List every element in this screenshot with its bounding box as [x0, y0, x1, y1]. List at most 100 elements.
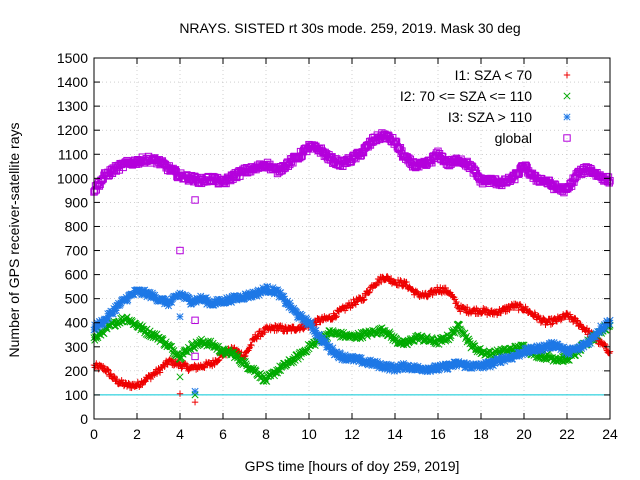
data-point	[214, 357, 221, 365]
data-point	[466, 161, 474, 169]
y-tick-label: 1300	[57, 98, 88, 114]
data-point	[561, 314, 568, 321]
outlier-point	[176, 246, 184, 255]
data-point	[277, 322, 284, 329]
data-point	[573, 317, 581, 324]
data-point	[352, 301, 360, 308]
outlier-point	[176, 390, 184, 397]
x-axis-label: GPS time [hours of doy 259, 2019]	[245, 458, 460, 474]
data-point	[426, 291, 433, 298]
data-point	[300, 326, 307, 333]
y-axis-label: Number of GPS receiver-satellite rays	[6, 123, 22, 358]
data-point	[147, 333, 155, 341]
data-point	[215, 357, 222, 364]
series-2	[90, 283, 614, 395]
data-point	[299, 325, 307, 332]
y-tick-label: 100	[65, 387, 89, 403]
data-point	[553, 318, 561, 325]
data-point	[248, 342, 255, 349]
data-point	[517, 302, 525, 310]
y-tick-label: 200	[65, 363, 89, 379]
data-point	[110, 372, 118, 380]
legend-marker	[563, 113, 571, 121]
outlier-point	[191, 352, 199, 361]
data-point	[312, 326, 320, 334]
x-tick-label: 12	[344, 426, 360, 442]
outlier-point	[191, 398, 199, 406]
data-point	[293, 351, 301, 359]
data-point	[557, 316, 565, 324]
data-point	[392, 137, 400, 145]
y-tick-label: 900	[65, 194, 89, 210]
data-point	[439, 285, 446, 292]
y-tick-label: 400	[65, 315, 89, 331]
data-point	[185, 367, 192, 374]
data-point	[100, 330, 108, 338]
legend-label: I1: SZA < 70	[455, 67, 533, 83]
data-point	[567, 182, 576, 190]
y-tick-label: 300	[65, 339, 89, 355]
legend-marker	[563, 71, 571, 79]
outlier-point	[176, 313, 184, 321]
data-point	[281, 323, 289, 331]
data-point	[278, 323, 286, 330]
data-point	[328, 316, 336, 323]
data-point	[563, 309, 571, 317]
data-point	[500, 305, 507, 312]
data-point	[233, 352, 241, 360]
y-tick-label: 800	[65, 218, 89, 234]
data-point	[414, 288, 421, 295]
data-point	[147, 375, 155, 383]
x-tick-label: 6	[219, 426, 227, 442]
x-tick-label: 24	[602, 426, 618, 442]
x-tick-label: 14	[387, 426, 403, 442]
y-tick-label: 1400	[57, 74, 88, 90]
data-point	[314, 315, 321, 322]
data-point	[605, 179, 613, 187]
axis-ticks: 0100200300400500600700800900100011001200…	[57, 50, 618, 442]
data-point	[463, 304, 471, 311]
data-point	[412, 287, 419, 294]
data-point	[326, 327, 334, 335]
legend-marker	[563, 134, 571, 142]
y-tick-label: 1500	[57, 50, 88, 66]
x-tick-label: 20	[516, 426, 532, 442]
series-3	[90, 129, 614, 361]
x-tick-label: 22	[559, 426, 575, 442]
series-0	[90, 273, 614, 406]
legend-label: I2: 70 <= SZA <= 110	[400, 88, 532, 104]
data-point	[333, 313, 340, 320]
y-tick-label: 500	[65, 291, 89, 307]
outlier-point	[176, 373, 184, 381]
legend-marker	[563, 92, 571, 100]
data-point	[142, 378, 149, 385]
y-tick-label: 1000	[57, 170, 88, 186]
data-point	[455, 321, 464, 329]
y-tick-label: 700	[65, 243, 89, 259]
data-point	[173, 350, 181, 358]
data-point	[156, 369, 164, 376]
y-tick-label: 1200	[57, 122, 88, 138]
data-point	[261, 329, 268, 336]
x-tick-label: 10	[301, 426, 317, 442]
legend-label: I3: SZA > 110	[448, 109, 532, 125]
data-point	[399, 283, 406, 290]
data-point	[105, 367, 112, 374]
data-point	[183, 361, 191, 369]
data-point	[354, 298, 361, 305]
data-point	[361, 296, 368, 303]
data-point	[473, 305, 480, 312]
data-point	[434, 147, 442, 155]
series-1	[90, 313, 614, 399]
legend-label: global	[495, 130, 532, 146]
data-layer	[90, 129, 614, 406]
data-point	[273, 327, 280, 334]
data-point	[339, 303, 346, 310]
data-point	[181, 348, 189, 356]
data-point	[97, 176, 106, 185]
outlier-point	[191, 196, 199, 204]
x-tick-label: 2	[133, 426, 141, 442]
data-point	[438, 289, 446, 297]
data-point	[298, 152, 306, 160]
